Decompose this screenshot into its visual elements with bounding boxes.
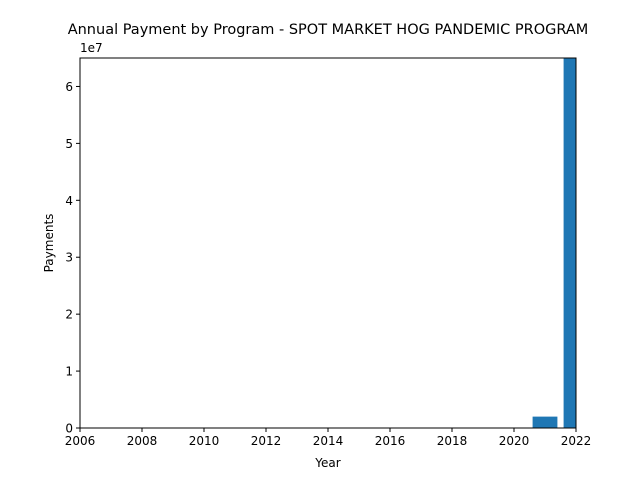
x-axis-label: Year	[314, 456, 340, 470]
y-tick-label: 3	[65, 251, 73, 265]
x-tick-label: 2014	[313, 434, 344, 448]
x-tick-label: 2012	[251, 434, 282, 448]
x-tick-label: 2020	[499, 434, 530, 448]
x-tick-label: 2006	[65, 434, 96, 448]
y-tick-label: 2	[65, 308, 73, 322]
chart-title: Annual Payment by Program - SPOT MARKET …	[68, 22, 589, 38]
y-axis-label: Payments	[42, 214, 56, 273]
y-tick-label: 6	[65, 80, 73, 94]
bars-group	[532, 58, 576, 428]
x-tick-label: 2022	[561, 434, 592, 448]
x-tick-label: 2008	[127, 434, 158, 448]
y-tick-label: 5	[65, 137, 73, 151]
x-tick-label: 2018	[437, 434, 468, 448]
y-axis-ticks: 0 1 2 3 4 5 6	[65, 80, 80, 436]
x-tick-label: 2016	[375, 434, 406, 448]
y-offset-label: 1e7	[80, 41, 103, 55]
bar-2022	[563, 58, 576, 428]
x-axis-ticks: 2006 2008 2010 2012 2014 2016 2018 2020 2022	[65, 428, 592, 448]
plot-frame	[79, 57, 577, 429]
bar-2021	[532, 416, 558, 428]
y-tick-label: 4	[65, 194, 73, 208]
x-tick-label: 2010	[189, 434, 220, 448]
y-tick-label: 1	[65, 365, 73, 379]
y-tick-label: 0	[65, 422, 73, 436]
